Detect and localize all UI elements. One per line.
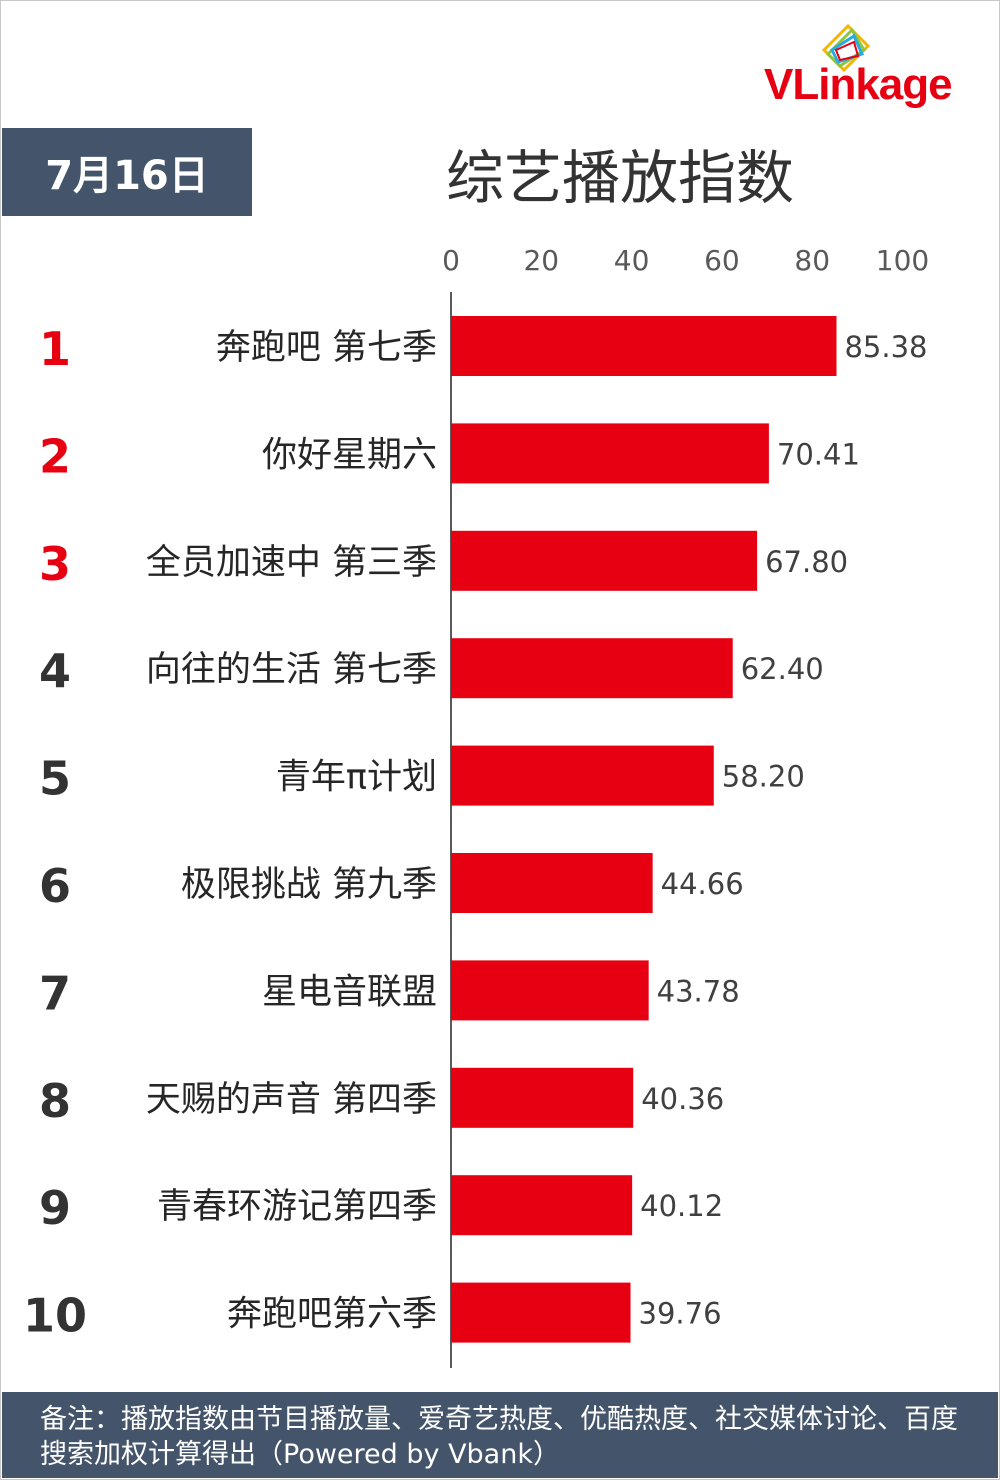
chart-title: 综艺播放指数 bbox=[445, 144, 794, 212]
bar-value-label: 70.41 bbox=[777, 437, 860, 471]
x-tick-label: 80 bbox=[794, 244, 830, 277]
category-label: 全员加速中 第三季 bbox=[146, 543, 437, 583]
rank-number: 5 bbox=[39, 752, 71, 806]
bar bbox=[451, 423, 769, 484]
category-label: 你好星期六 bbox=[262, 435, 437, 475]
rank-number: 2 bbox=[39, 429, 71, 483]
bar bbox=[451, 638, 733, 699]
x-tick-label: 20 bbox=[523, 244, 559, 277]
bar-value-label: 85.38 bbox=[844, 330, 927, 364]
category-label: 青春环游记第四季 bbox=[157, 1187, 437, 1227]
category-label: 奔跑吧第六季 bbox=[227, 1295, 437, 1335]
bar-chart: 0 20 40 60 80 100 85.38 奔跑吧 第七季 1 70.41 你好星期六 2 67.8… bbox=[23, 244, 929, 1368]
footer-note: 备注：播放指数由节目播放量、爱奇艺热度、优酷热度、社交媒体讨论、百度搜索加权计算… bbox=[2, 1392, 998, 1478]
category-label: 天赐的声音 第四季 bbox=[146, 1080, 437, 1120]
category-label: 青年π计划 bbox=[276, 758, 437, 798]
bar-value-label: 44.66 bbox=[661, 867, 744, 901]
bar-value-label: 58.20 bbox=[722, 760, 805, 794]
bar bbox=[451, 1282, 631, 1343]
logo-cards-icon bbox=[821, 23, 871, 72]
bar-value-label: 40.12 bbox=[640, 1189, 723, 1223]
x-tick-label: 60 bbox=[704, 244, 740, 277]
bar bbox=[451, 745, 714, 806]
bar bbox=[451, 1067, 634, 1128]
bar bbox=[451, 853, 653, 913]
x-tick-label: 40 bbox=[614, 244, 650, 277]
bar bbox=[451, 1175, 633, 1236]
date-badge: 7月16日 bbox=[2, 128, 252, 216]
bar bbox=[451, 960, 649, 1021]
bar-value-label: 43.78 bbox=[657, 974, 740, 1008]
bar-value-label: 40.36 bbox=[641, 1082, 724, 1116]
rank-number: 4 bbox=[39, 644, 71, 698]
category-label: 奔跑吧 第七季 bbox=[216, 328, 437, 368]
bar-value-label: 39.76 bbox=[639, 1297, 722, 1331]
rank-number: 8 bbox=[39, 1074, 71, 1128]
x-tick-label: 100 bbox=[876, 244, 929, 277]
vlinkage-logo: VLinkage bbox=[760, 14, 995, 109]
rank-number: 9 bbox=[39, 1181, 71, 1235]
bar bbox=[451, 530, 758, 591]
category-label: 星电音联盟 bbox=[262, 972, 437, 1012]
rank-number: 6 bbox=[39, 859, 71, 913]
rank-number: 3 bbox=[39, 537, 71, 591]
bar bbox=[451, 316, 837, 376]
logo-text: VLinkage bbox=[764, 60, 953, 109]
x-tick-label: 0 bbox=[442, 244, 460, 277]
category-label: 向往的生活 第七季 bbox=[146, 650, 437, 690]
rank-number: 10 bbox=[23, 1289, 87, 1343]
category-label: 极限挑战 第九季 bbox=[181, 865, 437, 905]
rank-number: 7 bbox=[39, 966, 71, 1020]
rank-number: 1 bbox=[39, 322, 71, 376]
bar-value-label: 62.40 bbox=[741, 652, 824, 686]
bar-value-label: 67.80 bbox=[765, 545, 848, 579]
